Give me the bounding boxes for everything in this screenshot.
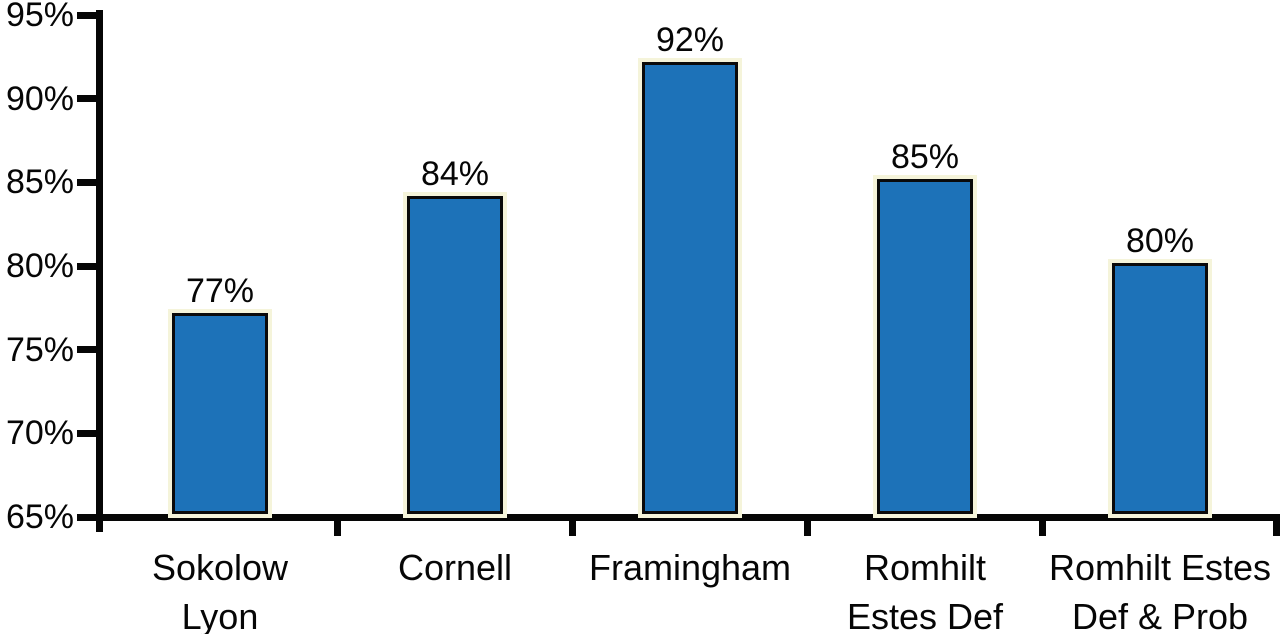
y-tick-label: 80% [5, 247, 74, 285]
y-axis-tick [77, 346, 99, 354]
y-tick-label: 85% [5, 163, 74, 202]
category-label-line: Romhilt Estes [1048, 547, 1272, 588]
bar-3 [642, 62, 738, 514]
bar-2 [407, 196, 503, 514]
bar-value-label: 92% [655, 21, 725, 60]
bar-5 [1112, 263, 1208, 514]
bar-4 [877, 179, 973, 514]
y-axis-tick [77, 11, 99, 19]
y-tick-label: 75% [5, 330, 74, 369]
category-label-line: Def & Prob [1071, 596, 1249, 634]
category-label: Romhilt Estes Def [805, 543, 1045, 634]
y-tick-label: 90% [5, 79, 74, 118]
y-axis-tick [77, 95, 99, 103]
category-label-line: Cornell [397, 547, 513, 588]
y-axis-tick [77, 178, 99, 186]
category-label: Cornell [335, 543, 575, 592]
bar-value-label: 77% [185, 272, 255, 311]
y-axis-tick [77, 429, 99, 437]
y-tick-label: 65% [5, 498, 74, 536]
x-axis-tick [569, 514, 576, 536]
bar-value-label: 85% [890, 138, 960, 177]
category-label-line: Estes Def [846, 596, 1004, 634]
x-axis-tick [1039, 514, 1046, 536]
category-label: Romhilt Estes Def & Prob [1040, 543, 1280, 634]
category-label-line: Lyon [181, 596, 259, 634]
x-axis-tick [334, 514, 341, 536]
y-axis [95, 10, 103, 532]
category-label-line: Framingham [588, 547, 792, 588]
y-axis-tick [77, 262, 99, 270]
y-axis-tick [77, 513, 99, 521]
category-label: Framingham [570, 543, 810, 592]
y-tick-label: 95% [5, 0, 74, 34]
x-axis-tick [804, 514, 811, 536]
x-axis [95, 513, 1280, 521]
x-axis-tick [1272, 514, 1280, 536]
y-tick-label: 70% [5, 414, 74, 453]
category-label-line: Romhilt [863, 547, 987, 588]
bar-value-label: 80% [1125, 222, 1195, 260]
bar-value-label: 84% [420, 155, 490, 194]
category-label: Sokolow Lyon [100, 543, 340, 634]
bar-1 [172, 313, 268, 514]
category-label-line: Sokolow [151, 547, 289, 588]
